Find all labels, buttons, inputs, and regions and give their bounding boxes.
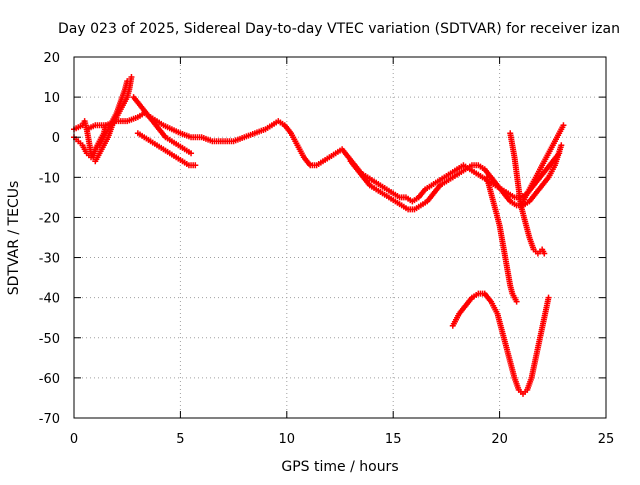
series-late-rise: [517, 122, 567, 209]
series-drop-2: [507, 130, 548, 257]
data-point: [545, 294, 552, 301]
y-tick-label: -50: [39, 332, 60, 347]
y-tick-label: -10: [39, 171, 60, 186]
series-drop-1: [483, 174, 520, 305]
series-deep-dip: [449, 290, 552, 397]
ticks: 0 5 10 15 20 25 20 10 0 -10 -20 -30 -40 -50 -60 -70: [39, 51, 615, 447]
x-tick-label: 10: [279, 432, 296, 447]
plot-frame: [73, 56, 607, 419]
y-tick-label: -20: [39, 211, 60, 226]
data-point: [188, 150, 195, 157]
x-axis-title: GPS time / hours: [281, 459, 398, 475]
data-points: [71, 74, 567, 397]
data-point: [513, 298, 520, 305]
y-tick-label: 20: [43, 51, 60, 66]
y-tick-label: -40: [39, 292, 60, 307]
y-tick-label: -70: [39, 412, 60, 427]
y-tick-label: -60: [39, 372, 60, 387]
chart-title: Day 023 of 2025, Sidereal Day-to-day VTE…: [58, 21, 620, 37]
series-loop-b: [130, 94, 195, 157]
series-main-day: [83, 110, 563, 205]
series-loop-a: [134, 130, 199, 169]
x-tick-label: 20: [491, 432, 508, 447]
data-point: [558, 142, 565, 149]
y-axis-title: SDTVAR / TECUs: [6, 181, 22, 296]
data-point: [128, 74, 135, 81]
y-tick-label: 0: [52, 131, 60, 146]
series-early-c: [92, 74, 135, 165]
x-tick-label: 15: [385, 432, 402, 447]
x-tick-label: 5: [176, 432, 184, 447]
y-tick-label: 10: [43, 91, 60, 106]
data-point: [560, 122, 567, 129]
series-early-b: [71, 122, 109, 161]
data-point: [541, 250, 548, 257]
x-tick-label: 0: [70, 432, 78, 447]
data-point: [192, 162, 199, 169]
x-tick-label: 25: [598, 432, 615, 447]
y-tick-label: -30: [39, 252, 60, 267]
